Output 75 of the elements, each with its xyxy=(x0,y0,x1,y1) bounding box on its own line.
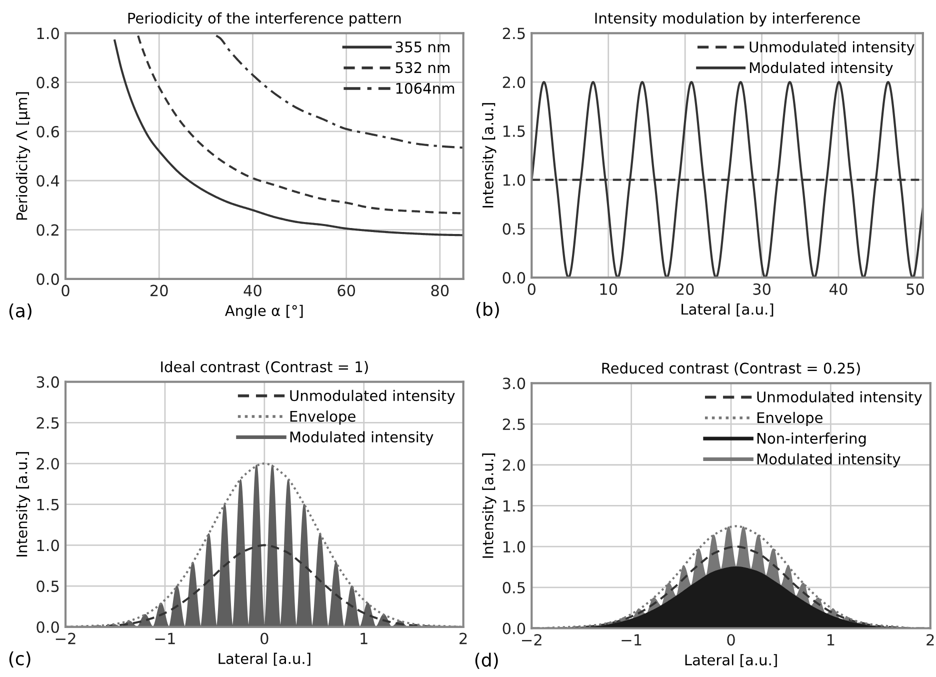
x-axis-title: Lateral [a.u.] xyxy=(682,303,774,316)
x-tick-label: 30 xyxy=(753,283,770,295)
y-tick-label: 0.5 xyxy=(502,582,525,594)
y-tick-label: 1.0 xyxy=(503,174,526,186)
legend-label: Envelope xyxy=(757,412,823,426)
chart-title: Ideal contrast (Contrast = 1) xyxy=(161,361,368,374)
x-tick-label: 1 xyxy=(360,632,368,644)
text: (c) xyxy=(9,651,30,668)
legend-label: 1064nm xyxy=(396,82,454,94)
y-tick-label: 0.8 xyxy=(36,76,59,88)
x-tick-label: −2 xyxy=(56,632,76,644)
text: (b) xyxy=(476,302,499,318)
x-tick-label: 40 xyxy=(830,283,848,295)
y-tick-label: 2.0 xyxy=(36,458,59,470)
x-tick-label: −1 xyxy=(622,634,642,646)
y-tick-label: 0.0 xyxy=(36,273,59,285)
y-tick-label: 0.0 xyxy=(502,622,526,634)
y-tick-label: 2.0 xyxy=(502,76,526,88)
x-tick-label: −2 xyxy=(522,634,542,646)
y-tick-label: 1.0 xyxy=(37,28,59,40)
y-axis-title: Intensity [a.u.] xyxy=(16,452,30,556)
text: (d) xyxy=(475,652,498,669)
x-tick-label: 0 xyxy=(528,283,536,295)
x-axis-title: Lateral [a.u.] xyxy=(685,654,777,668)
x-tick-label: 0 xyxy=(62,284,70,296)
x-tick-label: 50 xyxy=(906,283,924,295)
chart-title: Reduced contrast (Contrast = 0.25) xyxy=(602,362,860,376)
y-tick-label: 0.5 xyxy=(36,580,59,592)
legend-label: 532 nm xyxy=(396,62,450,74)
legend-label: Modulated intensity xyxy=(750,62,893,76)
x-tick-label: 60 xyxy=(338,284,356,296)
y-tick-label: 2.5 xyxy=(502,418,525,430)
y-tick-label: 0.0 xyxy=(502,272,526,284)
legend-label: Non-interfering xyxy=(757,432,866,447)
y-tick-label: 0.0 xyxy=(36,621,59,633)
y-tick-label: 0.2 xyxy=(36,224,58,236)
y-axis-title: Intensity [a.u.] xyxy=(482,103,496,208)
legend-label: Modulated intensity xyxy=(757,453,900,468)
y-tick-label: 1.0 xyxy=(503,541,526,553)
y-tick-label: 1.5 xyxy=(503,126,525,137)
legend-label: Unmodulated intensity xyxy=(290,390,455,404)
legend-label: 355 nm xyxy=(396,41,450,52)
x-tick-label: 0 xyxy=(727,634,735,646)
y-tick-label: 3.0 xyxy=(502,378,526,390)
x-tick-label: 2 xyxy=(460,632,467,644)
x-tick-label: 20 xyxy=(150,284,168,296)
chart-title: Intensity modulation by interference xyxy=(595,12,860,26)
x-tick-label: 10 xyxy=(600,283,618,295)
x-tick-label: 0 xyxy=(260,632,268,644)
x-tick-label: 40 xyxy=(244,284,262,296)
legend-label: Modulated intensity xyxy=(290,431,434,446)
y-tick-label: 0.6 xyxy=(36,126,60,138)
x-tick-label: −1 xyxy=(155,632,175,644)
legend-label: Envelope xyxy=(290,410,356,425)
y-tick-label: 1.5 xyxy=(503,500,525,512)
y-axis-title: Periodicity Λ [µm] xyxy=(16,92,30,220)
y-tick-label: 0.5 xyxy=(502,223,525,235)
y-tick-label: 3.0 xyxy=(36,376,59,388)
y-axis-title: Intensity [a.u.] xyxy=(482,454,496,558)
x-tick-label: 80 xyxy=(431,284,449,296)
y-tick-label: 2.0 xyxy=(502,459,526,471)
y-tick-label: 0.4 xyxy=(36,175,60,187)
text: (a) xyxy=(9,304,32,320)
y-tick-label: 1.5 xyxy=(37,499,59,510)
legend-label: Unmodulated intensity xyxy=(750,41,914,56)
x-axis-title: Angle α [°] xyxy=(225,304,303,319)
x-axis-title: Lateral [a.u.] xyxy=(218,652,310,666)
y-tick-label: 2.5 xyxy=(502,28,525,40)
x-tick-label: 2 xyxy=(926,634,934,646)
legend-label: Unmodulated intensity xyxy=(757,391,922,406)
x-tick-label: 1 xyxy=(828,634,834,646)
x-tick-label: 20 xyxy=(676,283,694,295)
chart-title: Periodicity of the interference pattern xyxy=(128,12,401,26)
y-tick-label: 1.0 xyxy=(37,540,59,552)
y-tick-label: 2.5 xyxy=(36,417,59,429)
